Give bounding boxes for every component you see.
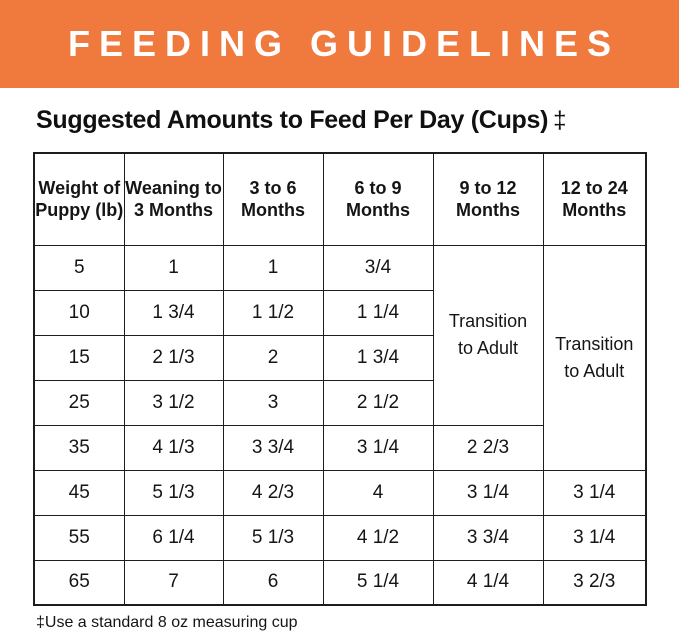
- amount-cell: 3 1/2: [123, 379, 224, 426]
- table-row-35lb: 35 4 1/3 3 3/4 3 1/4 2 2/3: [33, 424, 646, 471]
- amount-cell: 3 1/4: [432, 469, 544, 516]
- table-row-55lb: 55 6 1/4 5 1/3 4 1/2 3 3/4 3 1/4: [33, 514, 647, 561]
- amount-cell: 4 1/4: [432, 559, 544, 606]
- amount-cell: 1: [123, 244, 224, 291]
- amount-cell: 4 1/2: [322, 514, 434, 561]
- amount-cell: 5 1/3: [123, 469, 224, 516]
- weight-cell: 15: [33, 334, 125, 381]
- banner-title: FEEDING GUIDELINES: [67, 23, 621, 64]
- feeding-table: Weight of Puppy (lb) Weaning to 3 Months…: [33, 152, 647, 606]
- amount-cell: 1 1/2: [222, 289, 324, 336]
- column-header-6-9mo: 6 to 9 Months: [322, 152, 434, 246]
- column-header-weaning-3mo: Weaning to 3 Months: [123, 152, 224, 246]
- table-row-10lb: 10 1 3/4 1 1/2 1 1/4: [33, 289, 646, 336]
- amount-cell: 6 1/4: [123, 514, 224, 561]
- weight-cell: 25: [33, 379, 125, 426]
- amount-cell: 2 2/3: [432, 424, 544, 471]
- weight-cell: 55: [33, 514, 125, 561]
- footnote: ‡Use a standard 8 oz measuring cup: [36, 614, 298, 631]
- amount-cell: 3 3/4: [432, 514, 544, 561]
- column-header-weight: Weight of Puppy (lb): [33, 152, 125, 246]
- amount-cell: 3/4: [322, 244, 434, 291]
- page-title: Suggested Amounts to Feed Per Day (Cups)…: [36, 106, 567, 135]
- amount-cell: 3 1/4: [542, 514, 647, 561]
- amount-cell: 5 1/3: [222, 514, 324, 561]
- amount-cell: 5 1/4: [322, 559, 434, 606]
- transition-to-adult-cell-9-12: Transition to Adult: [432, 244, 544, 426]
- table-row-5lb: 5 1 1 3/4 Transition to Adult Transition…: [33, 244, 647, 471]
- table-row-25lb: 25 3 1/2 3 2 1/2: [33, 379, 646, 426]
- weight-cell: 5: [33, 244, 125, 291]
- amount-cell: 6: [222, 559, 324, 606]
- amount-cell: 4: [322, 469, 434, 516]
- amount-cell: 1 3/4: [322, 334, 434, 381]
- amount-cell: 3 2/3: [542, 559, 647, 606]
- weight-cell: 35: [33, 424, 125, 471]
- amount-cell: 1 1/4: [322, 289, 434, 336]
- table-row-45lb: 45 5 1/3 4 2/3 4 3 1/4 3 1/4: [33, 469, 647, 516]
- amount-cell: 4 1/3: [123, 424, 224, 471]
- column-header-3-6mo: 3 to 6 Months: [222, 152, 324, 246]
- weight-cell: 10: [33, 289, 125, 336]
- column-header-9-12mo: 9 to 12 Months: [432, 152, 544, 246]
- amount-cell: 2: [222, 334, 324, 381]
- column-header-12-24mo: 12 to 24 Months: [542, 152, 647, 246]
- header-row: Weight of Puppy (lb) Weaning to 3 Months…: [33, 152, 647, 246]
- amount-cell: 3 1/4: [542, 469, 647, 516]
- page-title-text: Suggested Amounts to Feed Per Day (Cups): [36, 106, 549, 134]
- transition-to-adult-cell-12-24: Transition to Adult: [542, 244, 647, 471]
- amount-cell: 2 1/2: [322, 379, 434, 426]
- amount-cell: 7: [123, 559, 224, 606]
- weight-cell: 65: [33, 559, 125, 606]
- table-row-15lb: 15 2 1/3 2 1 3/4: [33, 334, 646, 381]
- amount-cell: 3 3/4: [222, 424, 324, 471]
- banner: FEEDING GUIDELINES: [0, 0, 679, 88]
- amount-cell: 3 1/4: [322, 424, 434, 471]
- amount-cell: 3: [222, 379, 324, 426]
- table-row-65lb: 65 7 6 5 1/4 4 1/4 3 2/3: [33, 559, 647, 606]
- amount-cell: 1 3/4: [123, 289, 224, 336]
- amount-cell: 1: [222, 244, 324, 291]
- weight-cell: 45: [33, 469, 125, 516]
- amount-cell: 2 1/3: [123, 334, 224, 381]
- amount-cell: 4 2/3: [222, 469, 324, 516]
- dagger-symbol: ‡: [553, 107, 567, 134]
